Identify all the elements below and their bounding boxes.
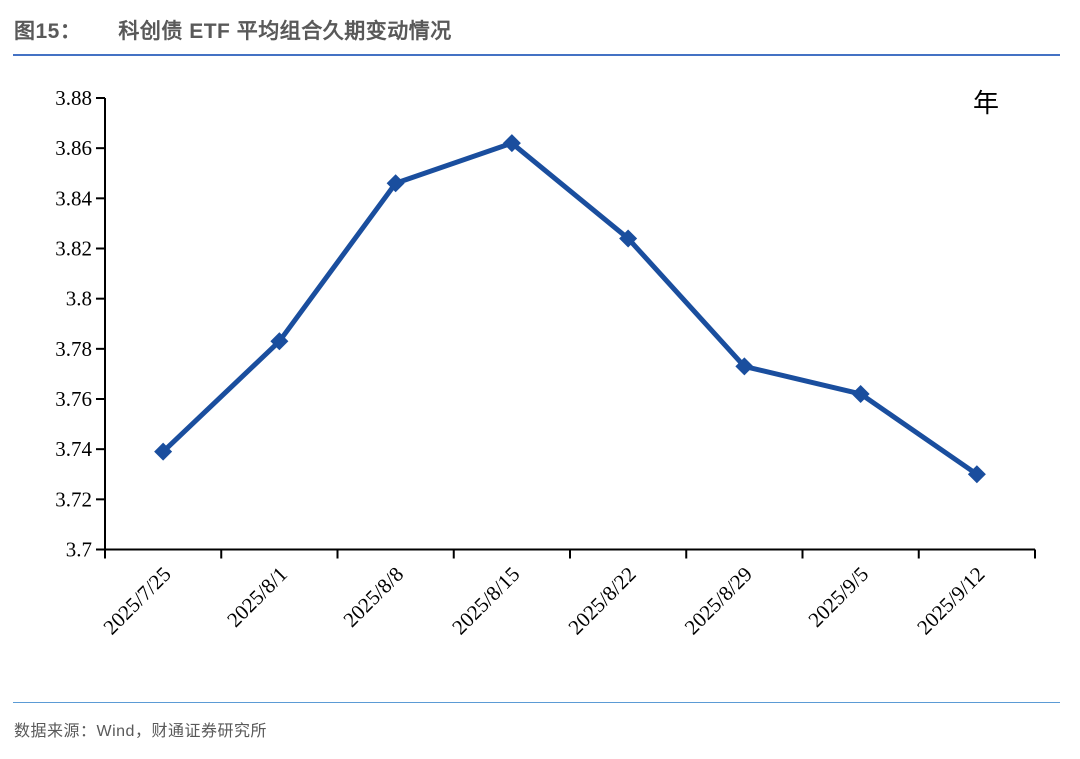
x-tick-label: 2025/8/15	[447, 562, 524, 639]
data-point-marker	[502, 134, 521, 153]
data-point-marker	[619, 229, 638, 248]
data-source-text: 数据来源：Wind，财通证券研究所	[14, 723, 267, 740]
x-tick-label: 2025/7/25	[98, 562, 175, 639]
x-tick-label: 2025/9/5	[803, 562, 873, 632]
figure-header: 图15： 科创债 ETF 平均组合久期变动情况	[14, 15, 452, 45]
x-tick-label: 2025/8/22	[563, 562, 640, 639]
data-point-marker	[851, 384, 870, 403]
y-tick-label: 3.84	[55, 186, 92, 210]
y-tick-label: 3.7	[66, 538, 92, 562]
figure-title: 科创债 ETF 平均组合久期变动情况	[118, 20, 452, 43]
footer-rule	[13, 702, 1060, 703]
x-tick-label: 2025/8/29	[680, 562, 757, 639]
data-point-marker	[154, 442, 173, 461]
series-line	[160, 140, 980, 477]
title-underline-rule	[13, 54, 1060, 56]
data-point-marker	[967, 465, 986, 484]
data-point-marker	[386, 174, 405, 193]
data-point-marker	[735, 357, 754, 376]
x-tick-label: 2025/8/1	[222, 562, 292, 632]
y-tick-label: 3.88	[55, 86, 92, 110]
data-point-marker	[270, 332, 289, 351]
x-tick-label: 2025/9/12	[912, 562, 989, 639]
y-tick-label: 3.86	[55, 136, 92, 160]
y-tick-label: 3.82	[55, 237, 92, 261]
axis-unit-label: 年	[973, 89, 999, 118]
y-tick-label: 3.76	[55, 387, 92, 411]
figure-label: 图15：	[14, 20, 82, 43]
x-tick-label: 2025/8/8	[338, 562, 408, 632]
y-tick-label: 3.74	[55, 437, 92, 461]
y-tick-label: 3.78	[55, 337, 92, 361]
y-tick-label: 3.72	[55, 487, 92, 511]
y-tick-label: 3.8	[66, 287, 92, 311]
